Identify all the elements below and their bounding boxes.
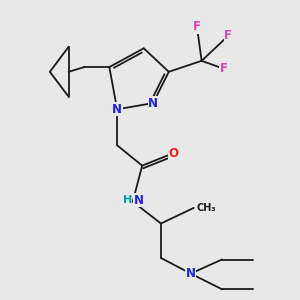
Text: N: N	[148, 97, 158, 110]
Text: F: F	[224, 29, 232, 42]
Text: N: N	[112, 103, 122, 116]
Text: O: O	[169, 147, 178, 160]
Text: F: F	[220, 62, 227, 75]
Text: N: N	[134, 194, 143, 207]
Text: N: N	[186, 267, 196, 280]
Text: CH₃: CH₃	[196, 203, 216, 213]
Text: H: H	[122, 195, 132, 205]
Text: F: F	[193, 20, 201, 33]
